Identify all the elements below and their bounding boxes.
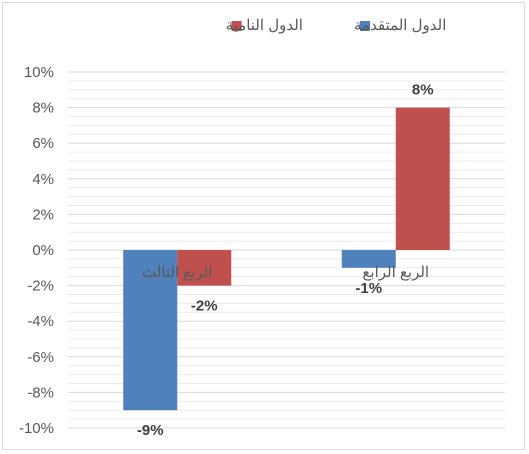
y-tick-label: -4% <box>27 313 54 330</box>
bar <box>341 250 396 268</box>
data-label: -1% <box>355 280 382 297</box>
data-label: 8% <box>412 82 434 99</box>
category-label: الربع الرابع <box>362 264 429 281</box>
legend-label: الدول النامية <box>226 17 303 34</box>
y-tick-label: -6% <box>27 349 54 366</box>
data-label: -9% <box>137 422 164 439</box>
legend-swatch <box>360 21 370 31</box>
bar <box>395 107 450 250</box>
y-tick-label: 4% <box>32 171 54 188</box>
bar <box>123 250 178 411</box>
y-tick-label: -10% <box>19 420 54 437</box>
category-label: الربع الثالث <box>142 264 212 281</box>
bar <box>177 250 232 286</box>
y-tick-label: -8% <box>27 384 54 401</box>
legend-label: الدول المتقدمة <box>354 17 446 34</box>
y-tick-label: 2% <box>32 206 54 223</box>
y-tick-label: 0% <box>32 242 54 259</box>
y-tick-label: -2% <box>27 278 54 295</box>
y-tick-label: 6% <box>32 135 54 152</box>
legend-swatch <box>231 21 242 31</box>
data-label: -2% <box>191 298 218 315</box>
y-tick-label: 8% <box>32 100 54 117</box>
y-tick-label: 10% <box>24 64 54 81</box>
